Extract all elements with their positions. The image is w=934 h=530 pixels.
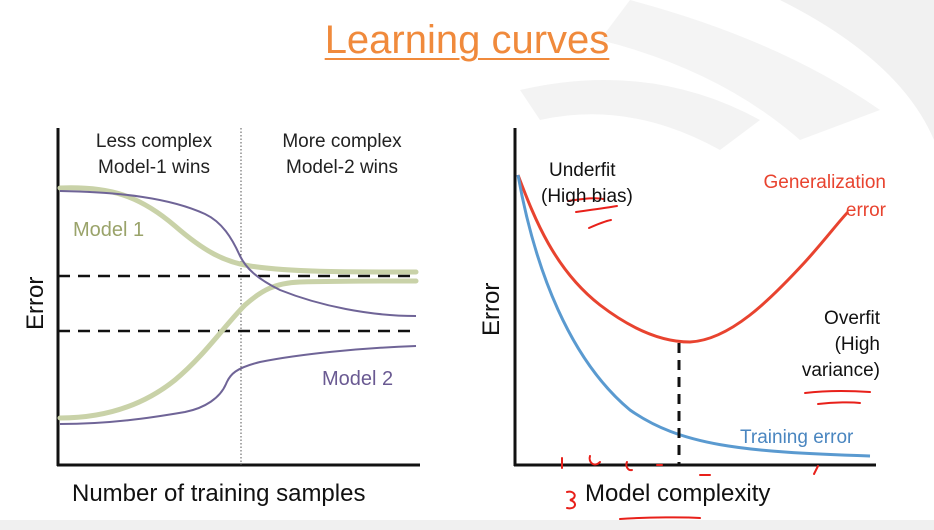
header-right-line1: More complex [282, 131, 402, 152]
generalization-error-curve [516, 174, 850, 344]
generalization-line1: Generalization [763, 172, 886, 193]
model2-train-error-curve [59, 345, 417, 425]
underfit-line1: Underfit [549, 160, 616, 181]
right-y-axis-label: Error [478, 282, 505, 336]
left-x-axis-label: Number of training samples [72, 480, 366, 507]
header-right-line2: Model-2 wins [286, 157, 398, 178]
header-left-line2: Model-1 wins [98, 157, 210, 178]
slide-title: Learning curves [324, 18, 610, 62]
model1-train-error-curve [57, 278, 419, 421]
training-error-label: Training error [740, 427, 854, 448]
underfit-line2: (High bias) [541, 186, 633, 207]
overfit-line2: (High [834, 334, 880, 355]
header-left-line1: Less complex [95, 131, 213, 152]
generalization-line2: error [845, 200, 886, 221]
model2-label: Model 2 [322, 368, 394, 390]
underfit-annotation: Underfit (High bias) [541, 158, 633, 210]
generalization-error-label: Generalization error [760, 169, 886, 225]
left-header-less-complex: Less complex Model-1 wins [74, 129, 234, 181]
right-x-axis-label: Model complexity [585, 480, 771, 507]
left-header-more-complex: More complex Model-2 wins [262, 129, 422, 181]
overfit-line1: Overfit [824, 308, 880, 329]
model1-label: Model 1 [73, 219, 145, 241]
overfit-line3: variance) [801, 360, 880, 381]
model2-test-error-curve [59, 190, 417, 317]
handwritten-annotations [561, 197, 871, 520]
overfit-annotation: Overfit (High variance) [800, 306, 880, 384]
training-error-curve [516, 174, 871, 458]
